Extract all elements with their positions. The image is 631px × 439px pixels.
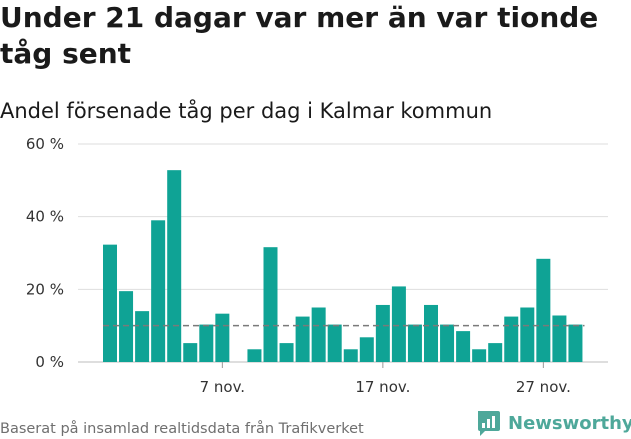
bar (536, 258, 551, 362)
x-tick-label: 7 nov. (200, 378, 245, 396)
y-axis-ticks: 0 % 20 % 40 % 60 % (26, 135, 64, 371)
bar (343, 349, 358, 362)
bar (391, 286, 406, 362)
newsworthy-logo-icon (478, 411, 500, 436)
y-tick-label: 20 % (26, 280, 64, 298)
bar (263, 247, 278, 362)
bar (552, 315, 567, 362)
bar (520, 307, 535, 362)
bar (456, 331, 471, 362)
x-axis-ticks: 7 nov. 17 nov. 27 nov. (200, 362, 571, 396)
y-tick-label: 60 % (26, 135, 64, 153)
y-tick-label: 0 % (35, 353, 64, 371)
bar (424, 304, 438, 362)
bar (359, 337, 374, 362)
bar (472, 349, 487, 362)
bar (375, 304, 390, 362)
bar (215, 313, 230, 362)
bar (488, 343, 503, 362)
gridlines (78, 143, 608, 363)
bars (103, 170, 583, 362)
bar (568, 324, 583, 362)
y-tick-label: 40 % (26, 208, 64, 226)
bar (135, 311, 150, 362)
bar (407, 324, 422, 362)
x-tick-label: 17 nov. (355, 378, 410, 396)
bar (247, 349, 262, 362)
bar (311, 307, 326, 362)
bar (504, 316, 519, 362)
x-tick-label: 27 nov. (516, 378, 571, 396)
bar (440, 324, 455, 362)
brand-logo[interactable]: Newsworthy (476, 408, 631, 438)
source-note: Baserat på insamlad realtidsdata från Tr… (0, 421, 364, 437)
bar (183, 343, 198, 362)
bar (295, 316, 310, 362)
chart-title: Under 21 dagar var mer än var tionde tåg… (0, 1, 599, 70)
bar (151, 220, 166, 362)
bar (167, 170, 182, 362)
bar (199, 324, 214, 362)
brand-name: Newsworthy (508, 412, 631, 434)
bar (327, 324, 342, 362)
bar (119, 291, 134, 362)
bar (279, 343, 294, 362)
bar (103, 244, 117, 362)
bar-chart: 0 % 20 % 40 % 60 % 7 nov. 17 nov. 27 nov. (26, 135, 608, 396)
chart-subtitle: Andel försenade tåg per dag i Kalmar kom… (0, 99, 493, 123)
